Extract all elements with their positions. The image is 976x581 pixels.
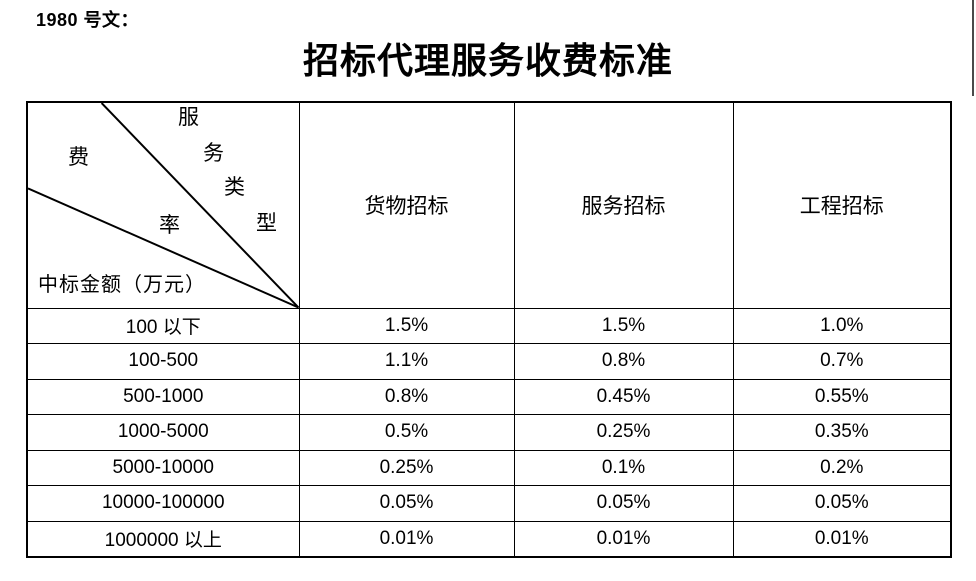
rate-cell: 1.5% bbox=[298, 307, 515, 344]
amount-range-cell: 100 以下 bbox=[26, 307, 300, 344]
rate-cell: 0.8% bbox=[513, 343, 734, 380]
table-row: 500-1000 0.8% 0.45% 0.55% bbox=[26, 378, 952, 415]
rate-cell: 0.01% bbox=[298, 520, 515, 557]
service-type-char: 型 bbox=[256, 211, 277, 235]
rate-cell: 1.1% bbox=[298, 343, 515, 380]
column-header-engineering: 工程招标 bbox=[732, 101, 952, 309]
rate-cell: 0.25% bbox=[298, 449, 515, 486]
fee-standard-table: 服 务 类 型 费 率 中标金额（万元） 货物招标 服务招标 工程招标 100 … bbox=[26, 101, 952, 558]
rate-cell: 0.05% bbox=[298, 485, 515, 522]
amount-range-cell: 1000000 以上 bbox=[26, 520, 300, 557]
rate-cell: 0.1% bbox=[513, 449, 734, 486]
table-row: 100-500 1.1% 0.8% 0.7% bbox=[26, 343, 952, 380]
header-row: 服 务 类 型 费 率 中标金额（万元） 货物招标 服务招标 工程招标 bbox=[26, 101, 952, 309]
rate-cell: 0.45% bbox=[513, 378, 734, 415]
service-type-char: 服 bbox=[178, 105, 199, 129]
amount-range-cell: 10000-100000 bbox=[26, 485, 300, 522]
page-edge-artifact-line bbox=[972, 0, 974, 96]
service-type-char: 类 bbox=[224, 175, 245, 199]
rate-cell: 0.55% bbox=[732, 378, 952, 415]
amount-range-cell: 500-1000 bbox=[26, 378, 300, 415]
column-header-goods: 货物招标 bbox=[298, 101, 515, 309]
rate-cell: 0.01% bbox=[732, 520, 952, 557]
service-type-char: 务 bbox=[203, 141, 224, 165]
rate-cell: 1.5% bbox=[513, 307, 734, 344]
amount-range-cell: 100-500 bbox=[26, 343, 300, 380]
rate-cell: 0.8% bbox=[298, 378, 515, 415]
table-corner-cell: 服 务 类 型 费 率 中标金额（万元） bbox=[26, 101, 300, 309]
rate-cell: 0.01% bbox=[513, 520, 734, 557]
table-row: 5000-10000 0.25% 0.1% 0.2% bbox=[26, 449, 952, 486]
row-axis-label: 中标金额（万元） bbox=[38, 274, 206, 296]
fee-rate-char: 率 bbox=[159, 213, 180, 237]
rate-cell: 0.2% bbox=[732, 449, 952, 486]
doc-number-label: 1980 号文： bbox=[36, 10, 140, 30]
amount-range-cell: 5000-10000 bbox=[26, 449, 300, 486]
page-title: 招标代理服务收费标准 bbox=[302, 41, 673, 81]
amount-range-cell: 1000-5000 bbox=[26, 414, 300, 451]
rate-cell: 1.0% bbox=[732, 307, 952, 344]
fee-rate-char: 费 bbox=[68, 145, 89, 169]
rate-cell: 0.5% bbox=[298, 414, 515, 451]
rate-cell: 0.05% bbox=[732, 485, 952, 522]
rate-cell: 0.7% bbox=[732, 343, 952, 380]
table-row: 100 以下 1.5% 1.5% 1.0% bbox=[26, 307, 952, 344]
column-header-service: 服务招标 bbox=[513, 101, 734, 309]
rate-cell: 0.25% bbox=[513, 414, 734, 451]
rate-cell: 0.05% bbox=[513, 485, 734, 522]
diagonal-split-lines bbox=[28, 103, 299, 308]
rate-cell: 0.35% bbox=[732, 414, 952, 451]
table-row: 1000000 以上 0.01% 0.01% 0.01% bbox=[26, 520, 952, 557]
table-row: 1000-5000 0.5% 0.25% 0.35% bbox=[26, 414, 952, 451]
table-row: 10000-100000 0.05% 0.05% 0.05% bbox=[26, 485, 952, 522]
